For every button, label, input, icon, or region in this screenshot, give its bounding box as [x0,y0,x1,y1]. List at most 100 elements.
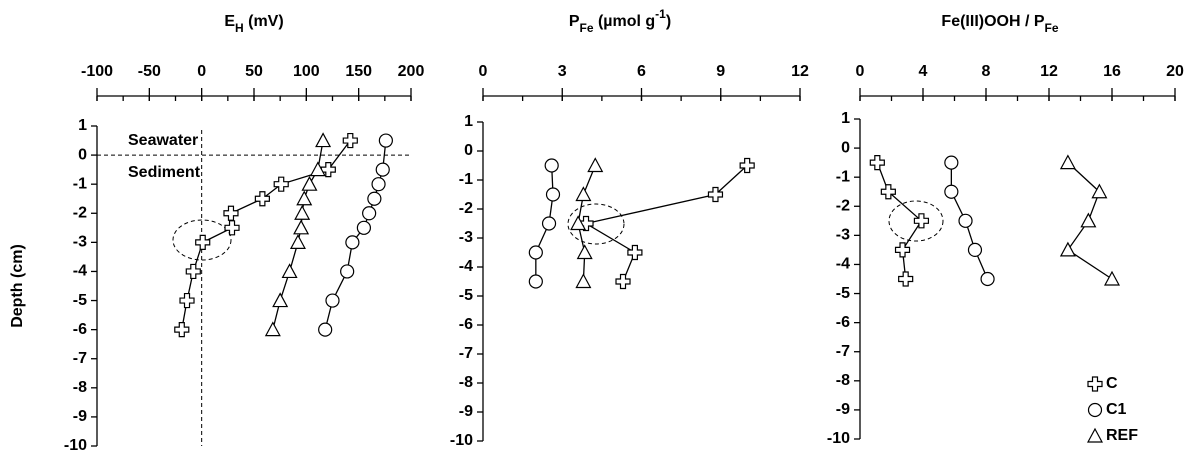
title-part: ) [666,13,671,30]
marker-circle [318,322,333,337]
y-tick-label: -8 [459,374,473,391]
y-tick-label: -4 [459,258,473,275]
y-axis-label: Depth (cm) [9,244,26,328]
y-tick-label: -3 [459,229,473,246]
marker-cross [273,176,289,192]
marker-cross [195,234,211,250]
y-tick-label: -8 [73,379,87,396]
marker-cross [179,292,195,309]
x-tick-label: 200 [398,63,425,80]
marker-circle [958,213,973,228]
y-tick-label: 1 [841,110,850,127]
panel-title: PFe (µmol g-1) [569,7,671,35]
y-tick-label: -1 [459,171,473,188]
marker-circle [340,264,355,279]
legend-label: REF [1106,427,1138,444]
y-tick-label: -5 [73,292,87,309]
y-tick-label: -3 [73,234,87,251]
marker-cross [254,191,270,207]
series-line [324,140,387,330]
marker-triangle [587,157,604,173]
legend-marker [1087,402,1103,418]
x-tick-label: 100 [293,63,320,80]
panel-title: EH (mV) [224,13,283,35]
marker-circle [345,235,360,250]
x-tick-label: 0 [197,63,206,80]
title-part: (µmol g [594,13,656,30]
y-tick-label: -7 [73,350,87,367]
y-tick-label: -6 [73,321,87,338]
y-tick-label: 0 [78,146,87,163]
marker-triangle [1103,270,1121,286]
marker-circle [371,177,386,192]
title-part: Fe [580,21,594,35]
title-part: (mV) [244,13,284,30]
y-tick-label: 0 [464,142,473,159]
marker-cross [627,244,643,261]
annotation: Seawater [128,132,198,149]
y-tick-label: 1 [464,113,473,130]
marker-circle [325,293,340,308]
marker-circle [545,187,561,202]
x-tick-label: 12 [791,63,809,80]
marker-circle [367,191,382,206]
marker-triangle [296,190,313,206]
y-tick-label: -10 [64,437,87,454]
x-tick-label: 50 [245,63,263,80]
marker-triangle [1059,241,1076,257]
title-part: Fe(III)OOH / P [941,13,1044,30]
y-tick-label: -10 [827,430,850,447]
marker-cross [320,162,336,178]
x-tick-label: 12 [1040,63,1058,80]
y-tick-label: -6 [836,314,850,331]
y-tick-label: -2 [73,204,87,221]
marker-circle [528,274,543,289]
y-tick-label: -4 [73,263,87,280]
marker-cross [894,242,911,258]
marker-cross [342,132,358,149]
x-tick-label: 16 [1103,63,1121,80]
marker-circle [944,155,959,170]
marker-circle [944,184,959,199]
y-tick-label: -9 [836,401,850,418]
y-tick-label: -7 [836,343,850,360]
marker-triangle [570,215,587,231]
y-tick-label: -9 [459,403,473,420]
x-tick-label: 20 [1166,63,1184,80]
marker-circle [967,242,983,258]
marker-circle [362,206,377,221]
marker-circle [375,162,390,177]
marker-triangle [281,263,298,279]
title-part: Fe [1045,21,1059,35]
marker-circle [356,220,371,235]
y-tick-label: -4 [836,256,850,273]
y-tick-label: -6 [459,316,473,333]
marker-cross [913,213,930,229]
marker-cross [224,220,240,236]
x-tick-label: -100 [81,63,113,80]
marker-cross [185,263,201,280]
y-tick-label: -7 [459,345,473,362]
y-tick-label: 1 [78,117,87,134]
title-part: E [224,13,235,30]
y-tick-label: -5 [459,287,473,304]
marker-cross [880,184,896,200]
panel-title: Fe(III)OOH / PFe [941,13,1058,35]
y-tick-label: -5 [836,285,850,302]
marker-triangle [1080,212,1097,228]
marker-cross [739,157,755,174]
marker-cross [898,271,914,287]
y-tick-label: -1 [836,168,850,185]
x-tick-label: 8 [982,63,991,80]
marker-cross [707,186,724,203]
marker-triangle [576,244,593,260]
marker-triangle [309,161,326,177]
x-tick-label: -50 [138,63,161,80]
marker-triangle [272,292,289,308]
marker-cross [174,322,190,338]
marker-triangle [575,273,592,289]
y-tick-label: -10 [450,432,473,449]
marker-triangle [1091,183,1108,199]
x-tick-label: 0 [856,63,865,80]
